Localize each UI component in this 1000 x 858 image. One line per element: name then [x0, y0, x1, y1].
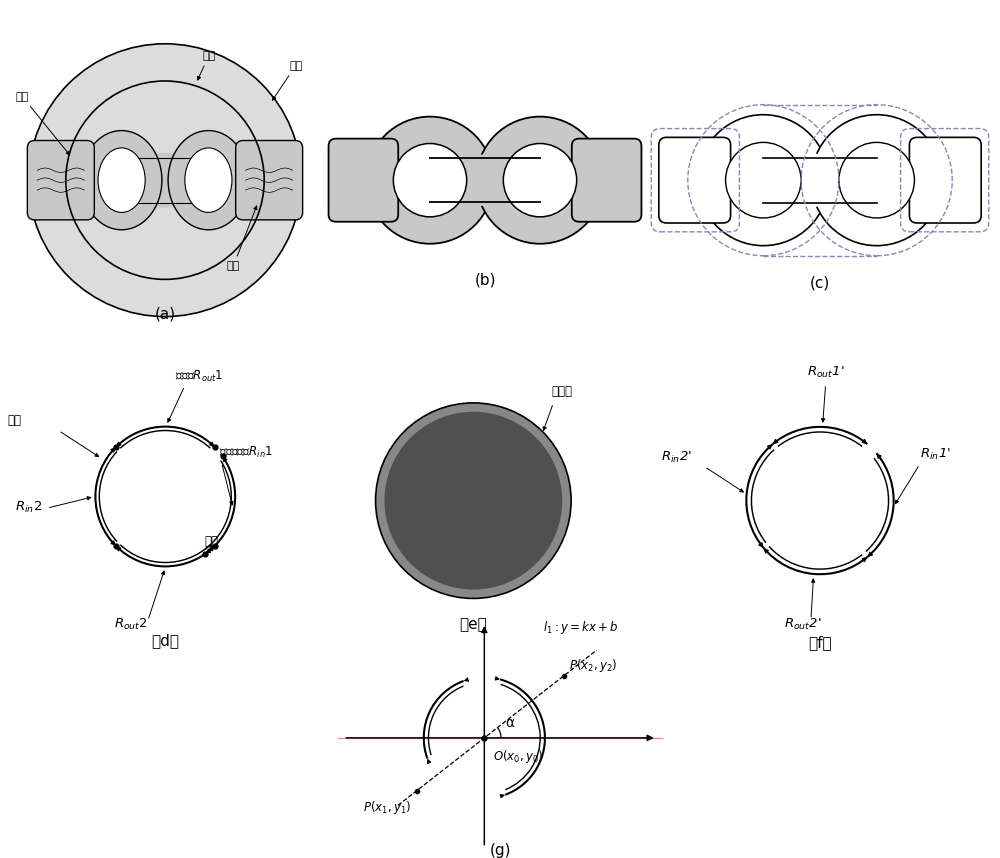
FancyBboxPatch shape	[329, 139, 398, 221]
Text: $P(x_2,y_2)$: $P(x_2,y_2)$	[569, 656, 617, 674]
Text: 切割圆: 切割圆	[551, 385, 572, 398]
FancyBboxPatch shape	[27, 141, 94, 220]
Text: （e）: （e）	[459, 618, 487, 632]
Ellipse shape	[98, 148, 145, 213]
Circle shape	[839, 142, 914, 218]
FancyBboxPatch shape	[659, 137, 731, 223]
FancyBboxPatch shape	[572, 139, 641, 221]
Text: （f）: （f）	[808, 635, 832, 650]
Text: $R_{in}$1': $R_{in}$1'	[920, 446, 951, 462]
Text: $R_{in}$2': $R_{in}$2'	[661, 450, 692, 465]
Ellipse shape	[81, 130, 162, 230]
Text: $R_{out}$1': $R_{out}$1'	[807, 365, 844, 380]
FancyBboxPatch shape	[760, 154, 880, 207]
Text: (c): (c)	[810, 276, 830, 291]
FancyBboxPatch shape	[909, 137, 981, 223]
Circle shape	[366, 117, 494, 244]
Text: 钝角: 钝角	[8, 414, 22, 426]
Text: (b): (b)	[474, 273, 496, 288]
Text: 圆环: 圆环	[198, 51, 215, 80]
Text: 裸露区$R_{out}$1: 裸露区$R_{out}$1	[175, 369, 223, 384]
FancyBboxPatch shape	[426, 154, 544, 206]
Text: $P(x_1,y_1)$: $P(x_1,y_1)$	[363, 799, 412, 816]
Text: $R_{in}$2: $R_{in}$2	[15, 500, 42, 515]
Text: (g): (g)	[489, 843, 511, 858]
Text: $R_{out}$2: $R_{out}$2	[114, 617, 148, 631]
Circle shape	[376, 403, 571, 598]
Text: 拉盖: 拉盖	[16, 92, 70, 154]
Circle shape	[476, 117, 604, 244]
Circle shape	[29, 44, 301, 317]
Circle shape	[503, 143, 577, 217]
Ellipse shape	[185, 148, 232, 213]
Circle shape	[393, 143, 467, 217]
Text: (a): (a)	[154, 306, 176, 322]
Text: $l_1: y=kx+b$: $l_1: y=kx+b$	[543, 619, 618, 636]
Text: $R_{out}$2': $R_{out}$2'	[784, 617, 822, 631]
Text: 盖子: 盖子	[273, 61, 302, 100]
Ellipse shape	[168, 130, 249, 230]
Text: 拉盖: 拉盖	[227, 206, 257, 271]
Text: α: α	[505, 716, 514, 729]
Circle shape	[384, 412, 562, 589]
FancyBboxPatch shape	[117, 153, 213, 208]
Text: 拉环覆盖区$R_{in}$1: 拉环覆盖区$R_{in}$1	[219, 444, 273, 460]
Text: $O(x_0,y_0)$: $O(x_0,y_0)$	[493, 748, 543, 765]
FancyBboxPatch shape	[236, 141, 303, 220]
Circle shape	[726, 142, 801, 218]
Text: 锐角: 锐角	[204, 535, 218, 548]
Text: （d）: （d）	[151, 632, 179, 648]
Circle shape	[811, 115, 942, 245]
Circle shape	[698, 115, 829, 245]
